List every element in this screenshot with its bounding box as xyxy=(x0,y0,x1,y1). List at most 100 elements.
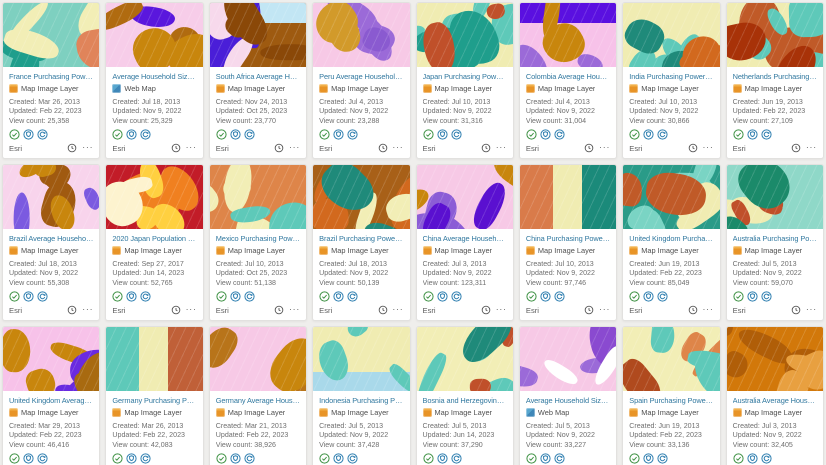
item-card[interactable]: United Kingdom Average House... Map Imag… xyxy=(2,326,101,465)
item-title[interactable]: Brazil Purchasing Power per Capita xyxy=(319,234,404,243)
item-thumbnail[interactable] xyxy=(623,327,720,391)
item-title[interactable]: United Kingdom Purchasing Pow... xyxy=(629,234,713,243)
item-title[interactable]: Brazil Average Household Size xyxy=(9,234,93,243)
overflow-menu-icon[interactable]: ··· xyxy=(599,143,611,152)
item-card[interactable]: Bosnia and Herzegovina Purchas... Map Im… xyxy=(415,326,514,465)
item-thumbnail[interactable] xyxy=(416,327,513,391)
item-title[interactable]: Germany Purchasing Power per ... xyxy=(112,396,197,405)
overflow-menu-icon[interactable]: ··· xyxy=(289,143,301,152)
overflow-menu-icon[interactable]: ··· xyxy=(392,143,404,152)
item-title[interactable]: China Purchasing Power per Cap... xyxy=(525,234,610,243)
item-thumbnail[interactable] xyxy=(209,165,307,229)
item-thumbnail[interactable] xyxy=(313,3,410,67)
history-icon[interactable] xyxy=(688,305,698,315)
overflow-menu-icon[interactable]: ··· xyxy=(392,305,404,314)
item-thumbnail[interactable] xyxy=(106,327,203,391)
item-title[interactable]: Peru Average Household Size xyxy=(319,72,403,81)
item-card[interactable]: South Africa Average Household... Map Im… xyxy=(208,2,308,159)
overflow-menu-icon[interactable]: ··· xyxy=(82,143,94,152)
item-card[interactable]: Average Household Size in Brazil Web Map… xyxy=(105,2,204,159)
item-title[interactable]: Netherlands Purchasing Power p... xyxy=(732,72,817,81)
item-card[interactable]: Germany Average Household Size Map Image… xyxy=(208,326,308,465)
item-title[interactable]: Germany Average Household Size xyxy=(215,396,301,405)
history-icon[interactable] xyxy=(791,305,801,315)
item-thumbnail[interactable] xyxy=(106,3,203,67)
overflow-menu-icon[interactable]: ··· xyxy=(185,143,197,152)
overflow-menu-icon[interactable]: ··· xyxy=(806,143,817,152)
item-thumbnail[interactable] xyxy=(726,165,823,229)
history-icon[interactable] xyxy=(67,143,77,153)
item-thumbnail[interactable] xyxy=(519,327,617,391)
item-title[interactable]: Average Household Size in Brazil xyxy=(112,72,196,81)
item-thumbnail[interactable] xyxy=(3,3,100,67)
item-title[interactable]: Average Household Size in India xyxy=(525,396,610,405)
item-card[interactable]: Australia Average Household Size Map Ima… xyxy=(725,326,824,465)
item-card[interactable]: Mexico Purchasing Power per Ca... Map Im… xyxy=(208,164,308,321)
history-icon[interactable] xyxy=(481,143,491,153)
item-title[interactable]: Indonesia Purchasing Power per ... xyxy=(319,396,403,405)
item-card[interactable]: Peru Average Household Size Map Image La… xyxy=(312,2,411,159)
item-card[interactable]: Australia Purchasing Power per ... Map I… xyxy=(725,164,824,321)
item-title[interactable]: China Average Household Size xyxy=(422,234,507,243)
history-icon[interactable] xyxy=(791,143,801,153)
overflow-menu-icon[interactable]: ··· xyxy=(599,305,611,314)
history-icon[interactable] xyxy=(274,143,284,153)
item-title[interactable]: Bosnia and Herzegovina Purchas... xyxy=(422,396,507,405)
item-card[interactable]: Average Household Size in India Web Map … xyxy=(518,326,618,465)
item-title[interactable]: 2020 Japan Population Density xyxy=(112,234,197,243)
item-title[interactable]: Australia Purchasing Power per ... xyxy=(732,234,817,243)
item-title[interactable]: Mexico Purchasing Power per Ca... xyxy=(215,234,300,243)
item-card[interactable]: Brazil Average Household Size Map Image … xyxy=(2,164,101,321)
item-title[interactable]: Australia Average Household Size xyxy=(732,396,817,405)
history-icon[interactable] xyxy=(171,143,181,153)
history-icon[interactable] xyxy=(481,305,491,315)
history-icon[interactable] xyxy=(584,143,594,153)
overflow-menu-icon[interactable]: ··· xyxy=(702,143,714,152)
item-thumbnail[interactable] xyxy=(623,165,720,229)
item-card[interactable]: India Purchasing Power per Capita Map Im… xyxy=(622,2,721,159)
item-title[interactable]: Spain Purchasing Power per Capita xyxy=(629,396,714,405)
history-icon[interactable] xyxy=(688,143,698,153)
overflow-menu-icon[interactable]: ··· xyxy=(289,305,301,314)
item-thumbnail[interactable] xyxy=(416,3,513,67)
overflow-menu-icon[interactable]: ··· xyxy=(82,305,94,314)
item-card[interactable]: Spain Purchasing Power per Capita Map Im… xyxy=(622,326,721,465)
item-thumbnail[interactable] xyxy=(313,327,410,391)
history-icon[interactable] xyxy=(67,305,77,315)
item-thumbnail[interactable] xyxy=(313,165,410,229)
item-card[interactable]: China Purchasing Power per Cap... Map Im… xyxy=(518,164,618,321)
overflow-menu-icon[interactable]: ··· xyxy=(702,305,714,314)
item-thumbnail[interactable] xyxy=(106,165,203,229)
history-icon[interactable] xyxy=(171,305,181,315)
item-title[interactable]: United Kingdom Average House... xyxy=(9,396,93,405)
item-thumbnail[interactable] xyxy=(209,3,307,67)
item-card[interactable]: Colombia Average Household Size Map Imag… xyxy=(518,2,618,159)
overflow-menu-icon[interactable]: ··· xyxy=(495,305,507,314)
item-card[interactable]: Indonesia Purchasing Power per ... Map I… xyxy=(312,326,411,465)
item-title[interactable]: Japan Purchasing Power per Ca... xyxy=(422,72,507,81)
item-card[interactable]: Japan Purchasing Power per Ca... Map Ima… xyxy=(415,2,514,159)
item-thumbnail[interactable] xyxy=(726,3,823,67)
overflow-menu-icon[interactable]: ··· xyxy=(806,305,817,314)
item-title[interactable]: South Africa Average Household... xyxy=(215,72,300,81)
overflow-menu-icon[interactable]: ··· xyxy=(495,143,507,152)
history-icon[interactable] xyxy=(274,305,284,315)
item-card[interactable]: Brazil Purchasing Power per Capita Map I… xyxy=(312,164,411,321)
item-thumbnail[interactable] xyxy=(726,327,823,391)
item-title[interactable]: France Purchasing Power per Ca... xyxy=(9,72,93,81)
item-title[interactable]: Colombia Average Household Size xyxy=(525,72,610,81)
item-card[interactable]: Germany Purchasing Power per ... Map Ima… xyxy=(105,326,204,465)
item-card[interactable]: Netherlands Purchasing Power p... Map Im… xyxy=(725,2,824,159)
history-icon[interactable] xyxy=(584,305,594,315)
item-title[interactable]: India Purchasing Power per Capita xyxy=(629,72,713,81)
item-card[interactable]: 2020 Japan Population Density Map Image … xyxy=(105,164,204,321)
history-icon[interactable] xyxy=(378,143,388,153)
item-card[interactable]: United Kingdom Purchasing Pow... Map Ima… xyxy=(622,164,721,321)
overflow-menu-icon[interactable]: ··· xyxy=(185,305,197,314)
history-icon[interactable] xyxy=(378,305,388,315)
item-thumbnail[interactable] xyxy=(209,327,307,391)
item-thumbnail[interactable] xyxy=(3,327,100,391)
item-thumbnail[interactable] xyxy=(416,165,513,229)
item-thumbnail[interactable] xyxy=(519,165,617,229)
item-thumbnail[interactable] xyxy=(519,3,617,67)
